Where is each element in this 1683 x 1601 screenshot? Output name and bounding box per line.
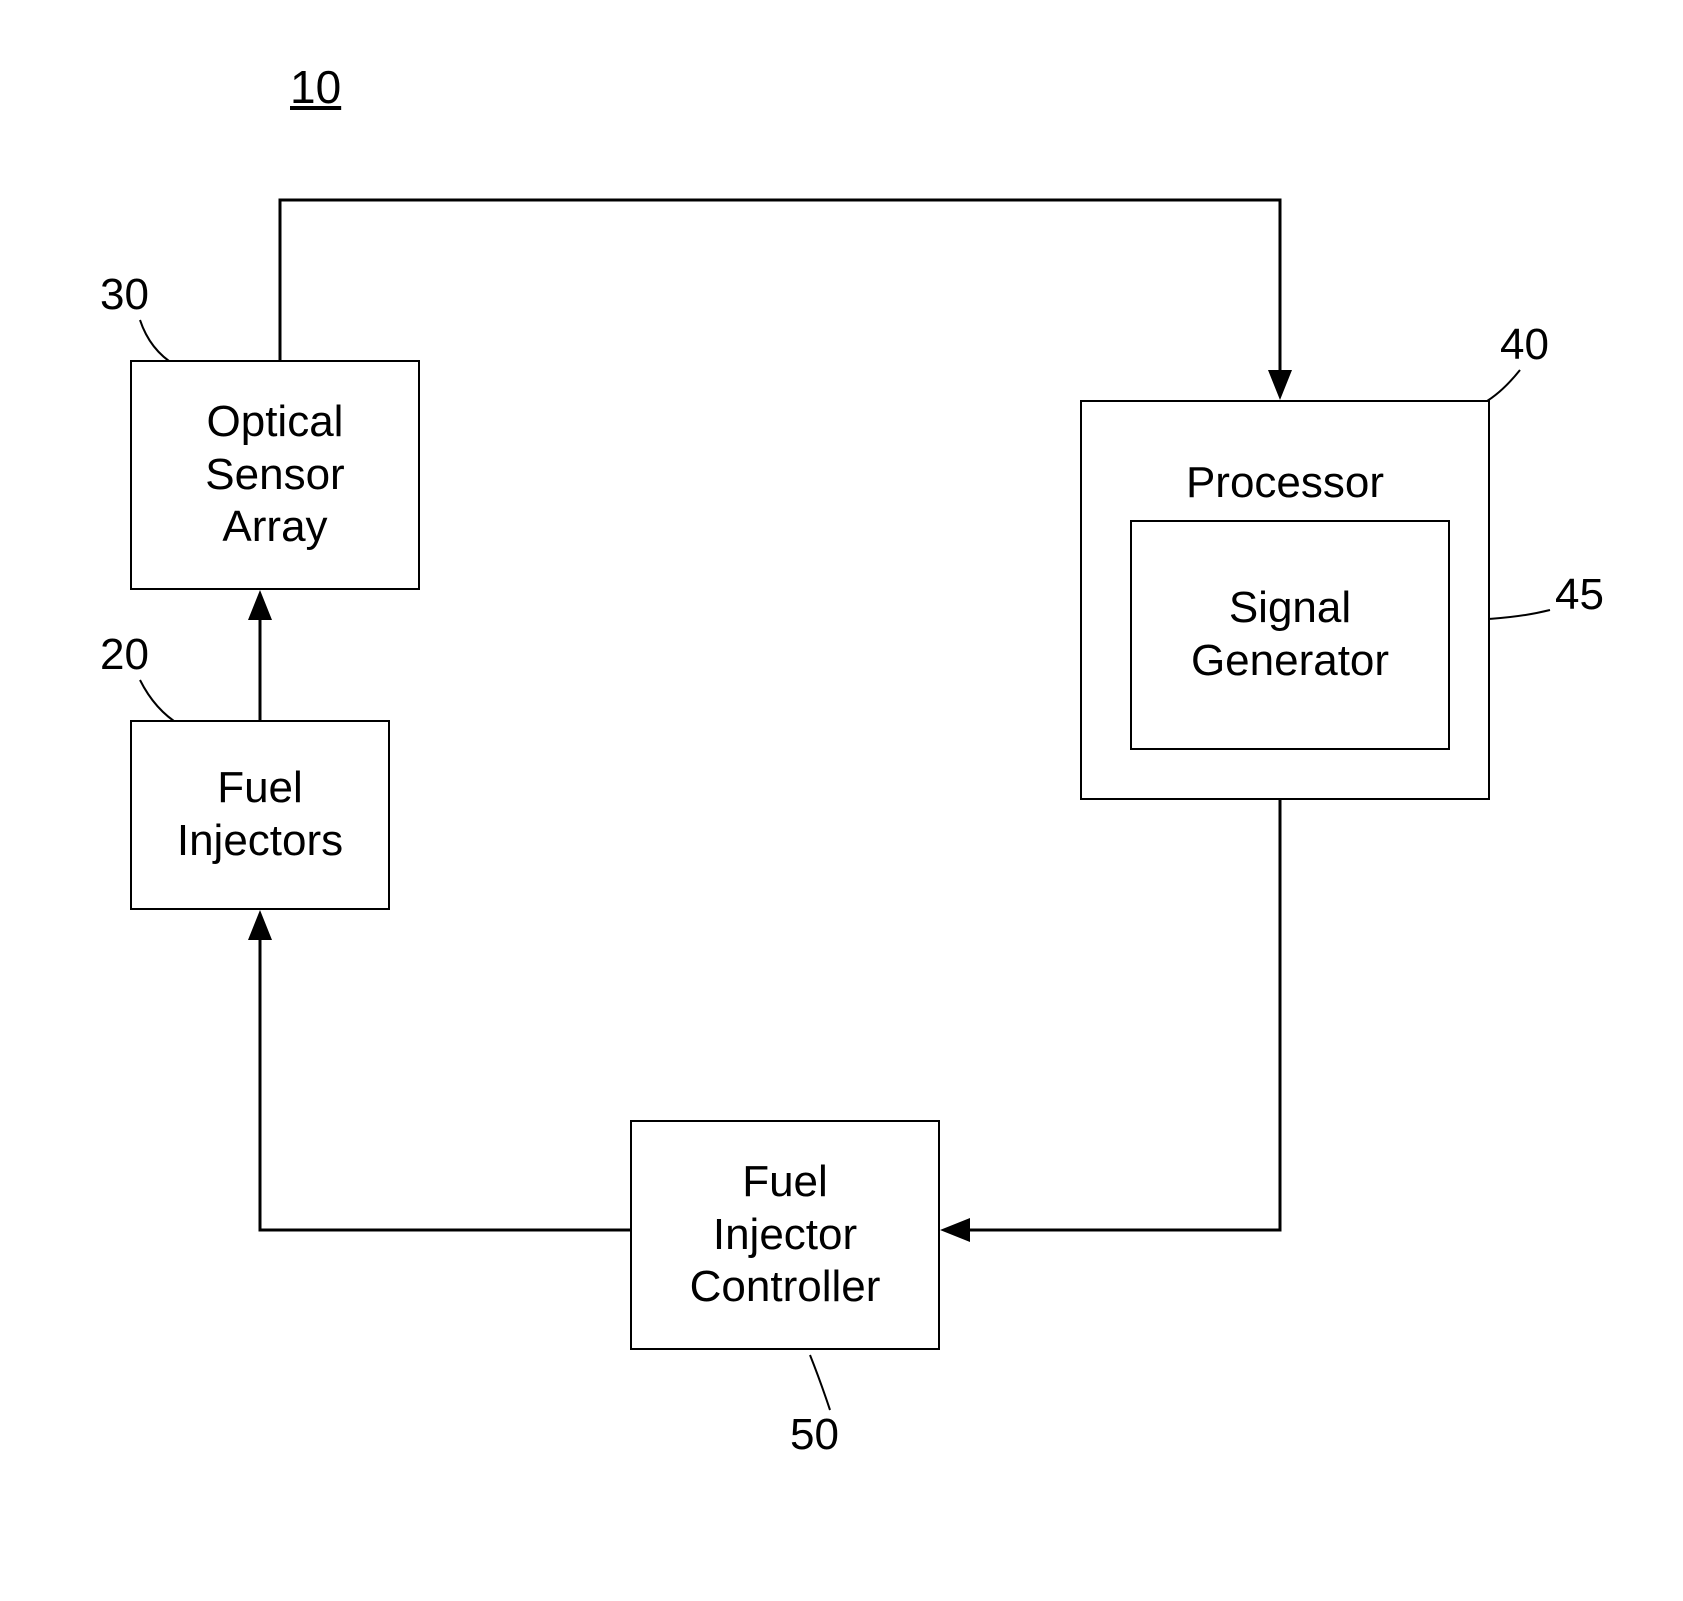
fuel-injectors-box: Fuel Injectors: [130, 720, 390, 910]
signal-generator-box: Signal Generator: [1130, 520, 1450, 750]
signal-generator-label: Signal Generator: [1191, 582, 1389, 688]
fuel-injectors-ref: 20: [100, 630, 149, 680]
optical-sensor-label: Optical Sensor Array: [205, 396, 344, 554]
signal-generator-ref: 45: [1555, 570, 1604, 620]
fuel-injector-controller-ref: 50: [790, 1410, 839, 1460]
fuel-injector-controller-label: Fuel Injector Controller: [690, 1156, 881, 1314]
optical-sensor-ref: 30: [100, 270, 149, 320]
fuel-injectors-label: Fuel Injectors: [177, 762, 343, 868]
optical-sensor-box: Optical Sensor Array: [130, 360, 420, 590]
diagram-canvas: 10 Optical Sensor Array30Fuel Injectors2…: [0, 0, 1683, 1601]
fuel-injector-controller-box: Fuel Injector Controller: [630, 1120, 940, 1350]
processor-label: Processor: [1082, 457, 1488, 510]
processor-ref: 40: [1500, 320, 1549, 370]
